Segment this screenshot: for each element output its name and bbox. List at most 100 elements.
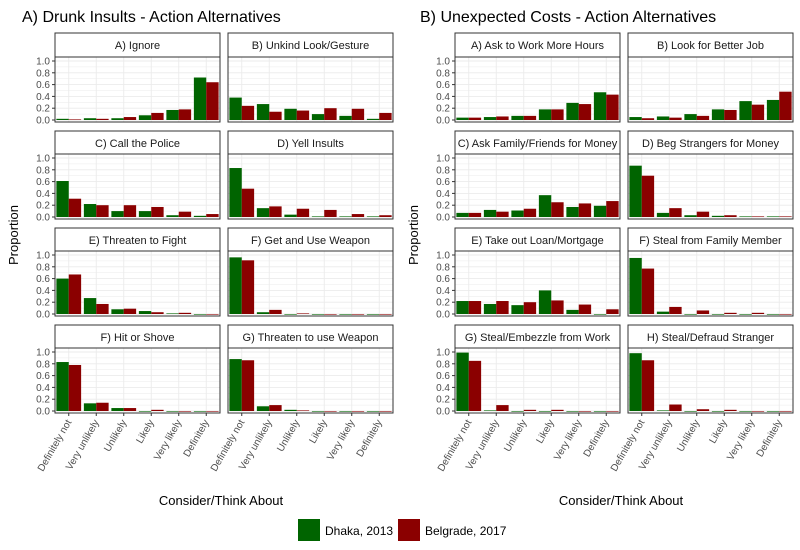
facet-strip (227, 227, 394, 253)
y-tick-label: 0.4 (436, 189, 450, 200)
facet-title: G) Steal/Embezzle from Work (465, 332, 611, 344)
bar-dhaka (483, 117, 497, 120)
bar-belgrade (178, 312, 192, 314)
bar-belgrade (68, 364, 82, 411)
bar-belgrade (606, 94, 619, 120)
facet-strip (627, 32, 794, 58)
facet-panel (55, 154, 220, 219)
facet-panel (455, 348, 620, 413)
bar-belgrade (523, 409, 537, 411)
bar-dhaka (166, 215, 179, 217)
facet-title: B) Unkind Look/Gesture (252, 40, 369, 52)
bar-dhaka (229, 257, 242, 314)
bar-dhaka (483, 410, 497, 412)
bar-belgrade (241, 105, 255, 120)
facet-2-1: A) Ask to Work More Hours 0.00.20.40.60.8… (436, 32, 621, 127)
bar-belgrade (779, 314, 792, 315)
bar-dhaka (483, 303, 497, 314)
x-axis-title-2: Consider/Think About (559, 493, 684, 508)
bar-belgrade (696, 310, 710, 314)
facet-strip (454, 324, 621, 350)
bar-dhaka (629, 257, 642, 314)
facet-border (54, 250, 221, 317)
facet-1-7: F) Hit or Shove 0.00.20.40.60.81.0 Definit… (36, 324, 221, 474)
bar-dhaka (538, 290, 552, 314)
facet-panel (228, 348, 393, 413)
bar-belgrade (606, 309, 619, 314)
bar-belgrade (551, 300, 564, 314)
y-tick-label: 0.8 (436, 359, 450, 370)
bar-belgrade (123, 408, 137, 411)
bar-belgrade (523, 302, 537, 314)
facet-title: A) Ignore (115, 40, 160, 52)
bar-belgrade (151, 312, 164, 314)
x-tick-label: Definitely (355, 418, 385, 459)
facet-panel (228, 251, 393, 316)
facet-title: D) Yell Insults (277, 138, 344, 150)
bar-dhaka (56, 118, 69, 120)
bar-dhaka (284, 314, 297, 315)
bar-belgrade (178, 411, 192, 412)
bar-dhaka (366, 118, 380, 120)
y-tick-label: 1.0 (36, 154, 50, 165)
bar-dhaka (111, 211, 124, 217)
y-tick-label: 0.6 (36, 371, 50, 382)
y-tick-label: 0.6 (36, 177, 50, 188)
facet-strip (54, 32, 221, 58)
bar-dhaka (339, 314, 352, 315)
bar-dhaka (229, 168, 242, 217)
bar-dhaka (593, 314, 607, 315)
y-tick-label: 0.4 (436, 383, 450, 394)
facet-title: D) Beg Strangers for Money (642, 138, 779, 150)
x-tick-label: Very likely (325, 418, 357, 462)
facet-strip (227, 130, 394, 156)
bar-dhaka (229, 359, 242, 411)
bar-belgrade (468, 360, 482, 411)
bar-dhaka (766, 99, 780, 120)
bar-belgrade (296, 208, 310, 217)
bar-belgrade (578, 411, 592, 412)
bar-belgrade (123, 308, 137, 314)
y-tick-label: 0.6 (36, 274, 50, 285)
bar-belgrade (351, 314, 365, 315)
bar-dhaka (83, 403, 97, 411)
y-axis-title-2: Proportion (406, 205, 421, 265)
bar-belgrade (151, 112, 164, 120)
y-tick-label: 0.0 (36, 213, 50, 224)
y-tick-label: 0.8 (36, 359, 50, 370)
bar-dhaka (684, 114, 697, 120)
bar-belgrade (178, 211, 192, 217)
bar-dhaka (629, 117, 642, 120)
bar-dhaka (339, 115, 352, 120)
x-tick-label: Unlikely (275, 418, 302, 454)
bar-dhaka (739, 411, 752, 412)
bar-dhaka (766, 216, 780, 218)
bar-belgrade (751, 216, 765, 218)
bar-belgrade (206, 82, 219, 120)
facet-panel (628, 251, 793, 316)
bar-belgrade (241, 360, 255, 411)
bar-belgrade (578, 104, 592, 120)
bar-belgrade (468, 301, 482, 314)
bar-belgrade (669, 404, 682, 411)
bar-dhaka (111, 118, 124, 120)
chart-title-1: A) Drunk Insults - Action Alternatives (22, 9, 281, 26)
y-tick-label: 0.4 (36, 189, 50, 200)
facet-2-5: E) Take out Loan/Mortgage 0.00.20.40.60.8… (436, 227, 621, 321)
facet-1-6: F) Get and Use Weapon (227, 227, 394, 317)
bar-belgrade (523, 115, 537, 120)
bar-belgrade (178, 109, 192, 120)
bar-dhaka (593, 92, 607, 120)
bar-dhaka (456, 352, 469, 411)
facet-title: H) Steal/Defraud Stranger (647, 332, 775, 344)
y-tick-label: 0.4 (36, 383, 50, 394)
bar-dhaka (311, 216, 325, 218)
bar-dhaka (256, 312, 270, 314)
facet-strip (454, 227, 621, 253)
bar-belgrade (68, 198, 82, 217)
y-tick-label: 0.8 (436, 68, 450, 79)
facet-title: C) Call the Police (95, 138, 180, 150)
bar-belgrade (468, 212, 482, 217)
x-tick-label: Very likely (152, 418, 184, 462)
y-tick-label: 0.2 (36, 298, 50, 309)
